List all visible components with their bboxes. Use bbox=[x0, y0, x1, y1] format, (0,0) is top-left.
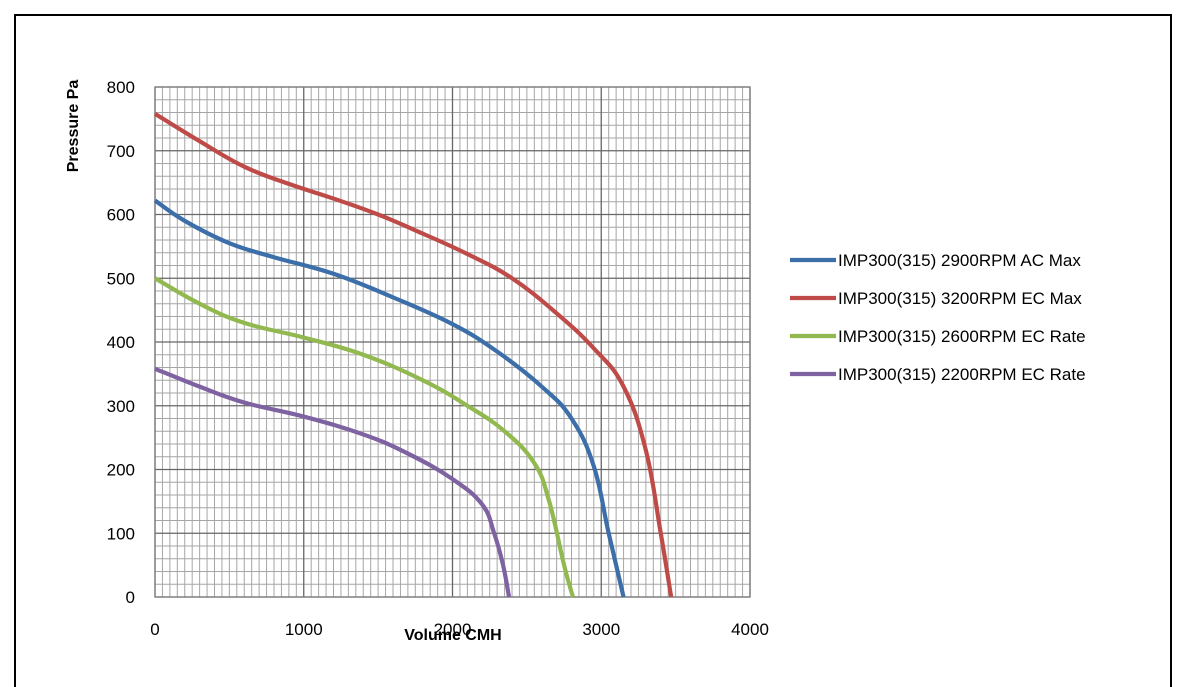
legend: IMP300(315) 2900RPM AC Max IMP300(315) 32… bbox=[790, 251, 1086, 384]
y-tick-label: 400 bbox=[107, 333, 135, 352]
y-axis-title: Pressure Pa bbox=[65, 80, 82, 173]
y-tick-label: 300 bbox=[107, 397, 135, 416]
y-tick-label: 800 bbox=[107, 78, 135, 97]
x-axis-title: Volume CMH bbox=[404, 627, 501, 644]
series-line-3 bbox=[153, 276, 576, 598]
plot-border bbox=[154, 86, 751, 598]
y-tick-label: 500 bbox=[107, 269, 135, 288]
series-layer bbox=[153, 111, 674, 598]
legend-label-1: IMP300(315) 2900RPM AC Max bbox=[838, 251, 1081, 270]
tick-labels: 0 1000 2000 3000 4000 0 100 200 300 400 500 600 700 8… bbox=[107, 78, 769, 639]
legend-label-4: IMP300(315) 2200RPM EC Rate bbox=[838, 365, 1086, 384]
y-tick-label: 700 bbox=[107, 142, 135, 161]
legend-label-2: IMP300(315) 3200RPM EC Max bbox=[838, 289, 1082, 308]
x-tick-label: 2000 bbox=[434, 620, 472, 639]
series-line-1 bbox=[153, 198, 626, 598]
series-line-2 bbox=[153, 111, 674, 598]
y-tick-label: 0 bbox=[126, 588, 135, 607]
legend-label-3: IMP300(315) 2600RPM EC Rate bbox=[838, 327, 1086, 346]
x-tick-label: 0 bbox=[150, 620, 159, 639]
x-tick-label: 4000 bbox=[731, 620, 769, 639]
x-tick-label: 3000 bbox=[582, 620, 620, 639]
x-tick-label: 1000 bbox=[285, 620, 323, 639]
series-line-4 bbox=[154, 366, 512, 598]
y-tick-label: 600 bbox=[107, 206, 135, 225]
y-tick-label: 100 bbox=[107, 524, 135, 543]
y-tick-label: 200 bbox=[107, 461, 135, 480]
